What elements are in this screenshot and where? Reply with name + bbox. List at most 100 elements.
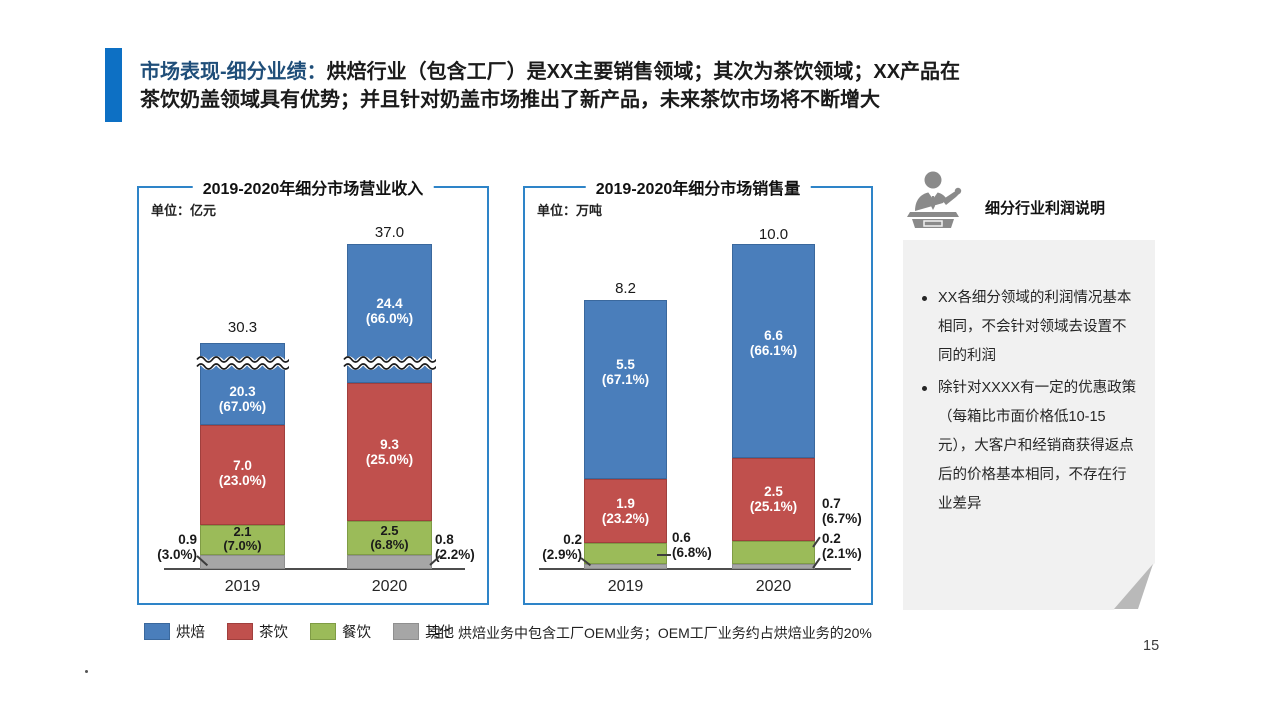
bullet-text: 除针对XXXX有一定的优惠政策（每箱比市面价格低10-15元），大客户和经销商获… [938,380,1137,512]
legend-swatch-gray [393,623,419,640]
segment-callout-label: 0.8 (2.2%) [435,532,491,562]
stray-dot [85,670,88,673]
segment-pct: (67.1%) [601,372,650,387]
segment-value: 6.6 [764,328,783,343]
segment-pct: (7.0%) [223,538,262,553]
axis-break-icon [343,356,436,370]
bar-total-label: 10.0 [758,226,789,243]
segment-pct: (66.1%) [749,343,798,358]
legend-swatch-red [227,623,253,640]
folded-corner-icon [1114,564,1153,609]
segment-pct: (6.8%) [370,537,409,552]
bar-segment-catering [347,521,432,555]
x-axis-line [539,568,851,570]
segment-label: 2.5 (6.8%) [347,524,432,552]
segment-value: 24.4 [376,296,403,311]
volume-chart-title: 2019-2020年细分市场销售量 [585,174,811,199]
bar-segment-baking [732,244,815,458]
segment-label: 7.0 (23.0%) [200,458,285,488]
segment-callout-label: 0.2 (2.1%) [822,531,877,561]
title-accent-bar [105,48,122,122]
volume-chart-box: 2019-2020年细分市场销售量 单位：万吨 8.2 5.5 (67.1%) 1… [523,174,873,605]
segment-pct: (67.0%) [218,399,267,414]
revenue-chart-box: 2019-2020年细分市场营业收入 单位：亿元 30.3 20.3 (67.0%… [137,174,491,605]
x-category-label: 2019 [224,578,261,595]
legend-label: 烘焙 [176,625,205,641]
segment-label: 24.4 (66.0%) [347,296,432,326]
bullet-dot-icon [922,296,927,301]
page-number: 15 [1143,638,1160,654]
legend-item-other: 其他 [393,621,454,642]
segment-value: 2.5 [764,484,783,499]
segment-pct: (23.2%) [601,511,650,526]
segment-pct: (6.8%) [672,545,712,560]
bar-segment-tea [200,425,285,525]
chart-legend: 烘焙 茶饮 餐饮 其他 [144,621,476,642]
revenue-chart-title: 2019-2020年细分市场营业收入 [192,174,434,199]
segment-pct: (25.0%) [365,452,414,467]
footnote: 注：烘焙业务中包含工厂OEM业务；OEM工厂业务约占烘焙业务的20% [430,625,872,641]
bar-segment-other [347,555,432,569]
segment-pct: (6.7%) [822,511,862,526]
segment-value: 0.7 [822,496,841,511]
segment-pct: (66.0%) [365,311,414,326]
list-item: 除针对XXXX有一定的优惠政策（每箱比市面价格低10-15元），大客户和经销商获… [917,374,1139,519]
segment-callout-label: 0.7 (6.7%) [822,496,877,526]
bar-segment-other [200,555,285,569]
bar-segment-catering [732,541,815,564]
x-axis-line [164,568,465,570]
bar-total-label: 37.0 [374,224,405,241]
segment-value: 0.8 [435,532,454,547]
segment-pct: (25.1%) [749,499,798,514]
legend-label: 其他 [425,625,454,641]
segment-pct: (2.9%) [542,547,582,562]
profit-note-panel: XX各细分领域的利润情况基本相同，不会针对领域去设置不同的利润 除针对XXXX有… [903,240,1155,610]
segment-value: 20.3 [229,384,256,399]
bar-segment-other [584,564,667,569]
legend-item-baking: 烘焙 [144,621,205,642]
revenue-chart-unit: 单位：亿元 [151,203,217,218]
segment-pct: (2.2%) [435,547,475,562]
bar-segment-tea [732,458,815,541]
legend-label: 茶饮 [259,625,288,641]
slide-title: 市场表现-细分业绩：烘焙行业（包含工厂）是XX主要销售领域；其次为茶饮领域；XX… [140,58,960,114]
segment-value: 0.6 [672,530,691,545]
segment-pct: (23.0%) [218,473,267,488]
callout-line [657,554,671,556]
segment-callout-label: 0.9 (3.0%) [139,532,197,562]
right-panel-title: 细分行业利润说明 [985,200,1106,217]
bar-segment-other [732,564,815,569]
segment-label: 20.3 (67.0%) [200,384,285,414]
segment-label: 2.1 (7.0%) [200,525,285,553]
list-item: XX各细分领域的利润情况基本相同，不会针对领域去设置不同的利润 [917,284,1139,371]
bar-segment-tea [347,383,432,521]
x-category-label: 2020 [755,578,792,595]
segment-label: 1.9 (23.2%) [584,496,667,526]
legend-swatch-green [310,623,336,640]
legend-swatch-blue [144,623,170,640]
segment-label: 6.6 (66.1%) [732,328,815,358]
segment-value: 0.2 [822,531,841,546]
segment-label: 2.5 (25.1%) [732,484,815,514]
segment-value: 1.9 [616,496,635,511]
profit-note-list: XX各细分领域的利润情况基本相同，不会针对领域去设置不同的利润 除针对XXXX有… [903,240,1155,519]
axis-break-icon [196,356,289,370]
segment-pct: (2.1%) [822,546,862,561]
bullet-dot-icon [922,386,927,391]
bar-segment-catering [584,543,667,564]
legend-label: 餐饮 [342,625,371,641]
volume-chart-unit: 单位：万吨 [537,203,603,218]
segment-value: 5.5 [616,357,635,372]
segment-value: 0.2 [563,532,582,547]
bar-total-label: 30.3 [227,319,258,336]
bar-segment-baking [584,300,667,479]
slide-title-highlight: 市场表现-细分业绩： [140,61,327,83]
slide-title-line1: 市场表现-细分业绩：烘焙行业（包含工厂）是XX主要销售领域；其次为茶饮领域；XX… [140,58,960,86]
x-category-label: 2019 [607,578,644,595]
x-category-label: 2020 [371,578,408,595]
segment-value: 0.9 [178,532,197,547]
segment-callout-label: 0.2 (2.9%) [525,532,582,562]
slide-title-line2: 茶饮奶盖领域具有优势；并且针对奶盖市场推出了新产品，未来茶饮市场将不断增大 [140,89,880,111]
segment-callout-label: 0.6 (6.8%) [672,530,732,560]
